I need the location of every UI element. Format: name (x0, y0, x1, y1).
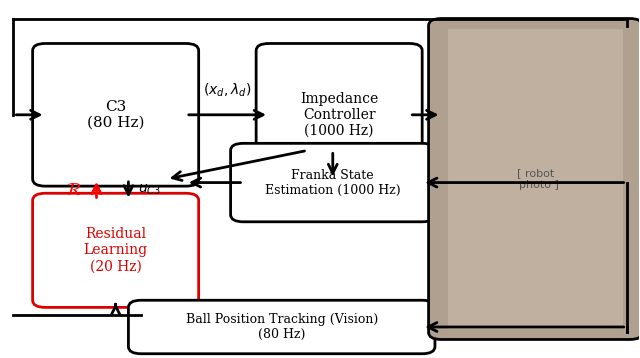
Text: Franka State
Estimation (1000 Hz): Franka State Estimation (1000 Hz) (265, 169, 401, 197)
FancyBboxPatch shape (33, 193, 198, 308)
FancyBboxPatch shape (33, 43, 198, 186)
Text: $u_{C3}$: $u_{C3}$ (138, 183, 161, 197)
Text: Residual
Learning
(20 Hz): Residual Learning (20 Hz) (84, 227, 148, 274)
Text: [ robot
  photo ]: [ robot photo ] (512, 168, 559, 190)
FancyBboxPatch shape (230, 143, 435, 222)
FancyBboxPatch shape (129, 300, 435, 354)
Text: $\mathcal{R}$: $\mathcal{R}$ (66, 181, 83, 199)
Text: Impedance
Controller
(1000 Hz): Impedance Controller (1000 Hz) (300, 92, 378, 138)
Text: Ball Position Tracking (Vision)
(80 Hz): Ball Position Tracking (Vision) (80 Hz) (186, 313, 378, 341)
Text: $(x_d, \lambda_d)$: $(x_d, \lambda_d)$ (204, 81, 252, 99)
FancyBboxPatch shape (429, 19, 640, 339)
FancyBboxPatch shape (256, 43, 422, 186)
Text: C3
(80 Hz): C3 (80 Hz) (87, 100, 145, 130)
Bar (448, 29, 623, 329)
